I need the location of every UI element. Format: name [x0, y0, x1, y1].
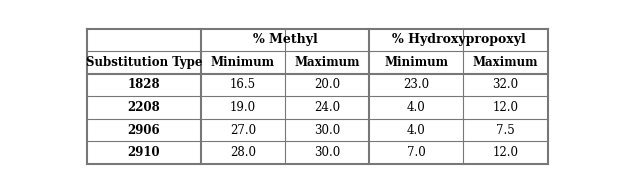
Text: 4.0: 4.0 — [407, 101, 426, 114]
Text: 4.0: 4.0 — [407, 123, 426, 136]
Text: 2906: 2906 — [128, 123, 160, 136]
Text: 7.0: 7.0 — [407, 146, 426, 159]
Text: 24.0: 24.0 — [314, 101, 340, 114]
Text: 12.0: 12.0 — [493, 101, 519, 114]
Text: 23.0: 23.0 — [403, 78, 429, 91]
Text: Minimum: Minimum — [211, 56, 275, 69]
Text: % Methyl: % Methyl — [253, 33, 317, 46]
Text: 2910: 2910 — [128, 146, 160, 159]
Text: Maximum: Maximum — [473, 56, 538, 69]
Text: 27.0: 27.0 — [230, 123, 256, 136]
Text: Substitution Type: Substitution Type — [86, 56, 202, 69]
Text: 19.0: 19.0 — [230, 101, 256, 114]
Text: 28.0: 28.0 — [230, 146, 256, 159]
Text: Maximum: Maximum — [294, 56, 360, 69]
Text: % Hydroxypropoxyl: % Hydroxypropoxyl — [392, 33, 526, 46]
Text: 1828: 1828 — [128, 78, 160, 91]
Text: Minimum: Minimum — [384, 56, 448, 69]
Text: 32.0: 32.0 — [493, 78, 519, 91]
Text: 30.0: 30.0 — [314, 146, 340, 159]
Text: 7.5: 7.5 — [496, 123, 515, 136]
Text: 16.5: 16.5 — [230, 78, 256, 91]
Text: 2208: 2208 — [128, 101, 160, 114]
Text: 20.0: 20.0 — [314, 78, 340, 91]
Text: 12.0: 12.0 — [493, 146, 519, 159]
Text: 30.0: 30.0 — [314, 123, 340, 136]
